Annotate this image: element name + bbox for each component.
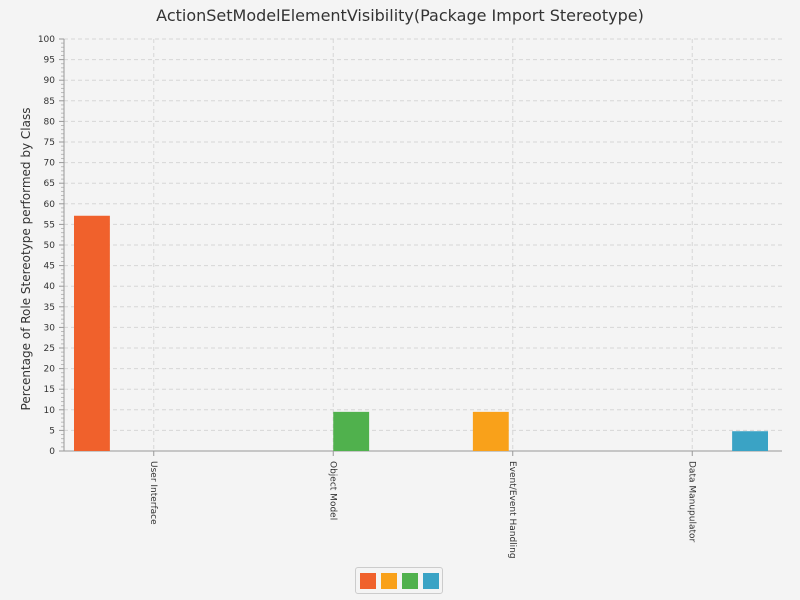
y-tick-label: 70 <box>44 159 56 169</box>
y-tick-label: 30 <box>44 323 56 333</box>
x-tick-label: Event/Event Handling <box>507 461 517 559</box>
x-tick-label: Object Model <box>327 461 337 520</box>
x-tick-label: User Interface <box>148 461 158 525</box>
y-tick-label: 55 <box>44 220 55 230</box>
y-tick-label: 50 <box>44 241 56 251</box>
legend-swatch <box>359 572 376 589</box>
legend <box>355 567 443 594</box>
legend-swatch <box>380 572 397 589</box>
y-tick-label: 90 <box>44 76 56 86</box>
legend-swatch <box>401 572 418 589</box>
bar <box>732 431 768 451</box>
y-tick-label: 5 <box>49 426 55 436</box>
bar <box>74 215 110 451</box>
y-tick-label: 65 <box>44 179 55 189</box>
y-tick-label: 20 <box>44 365 56 375</box>
y-tick-label: 60 <box>44 200 56 210</box>
x-tick-label: Data Manupulator <box>686 461 696 543</box>
y-tick-label: 75 <box>44 138 55 148</box>
y-tick-label: 40 <box>44 282 56 292</box>
y-tick-label: 80 <box>44 117 56 127</box>
bar <box>472 411 509 451</box>
y-tick-label: 95 <box>44 56 55 66</box>
y-tick-label: 0 <box>49 447 55 457</box>
legend-swatch <box>422 572 439 589</box>
y-tick-label: 85 <box>44 97 55 107</box>
y-tick-label: 45 <box>44 262 55 272</box>
y-tick-label: 100 <box>38 35 55 45</box>
bar <box>333 411 370 451</box>
y-tick-label: 35 <box>44 303 55 313</box>
chart-title: ActionSetModelElementVisibility(Package … <box>156 6 644 25</box>
y-tick-label: 15 <box>44 385 55 395</box>
y-tick-label: 10 <box>44 406 56 416</box>
y-tick-label: 25 <box>44 344 55 354</box>
